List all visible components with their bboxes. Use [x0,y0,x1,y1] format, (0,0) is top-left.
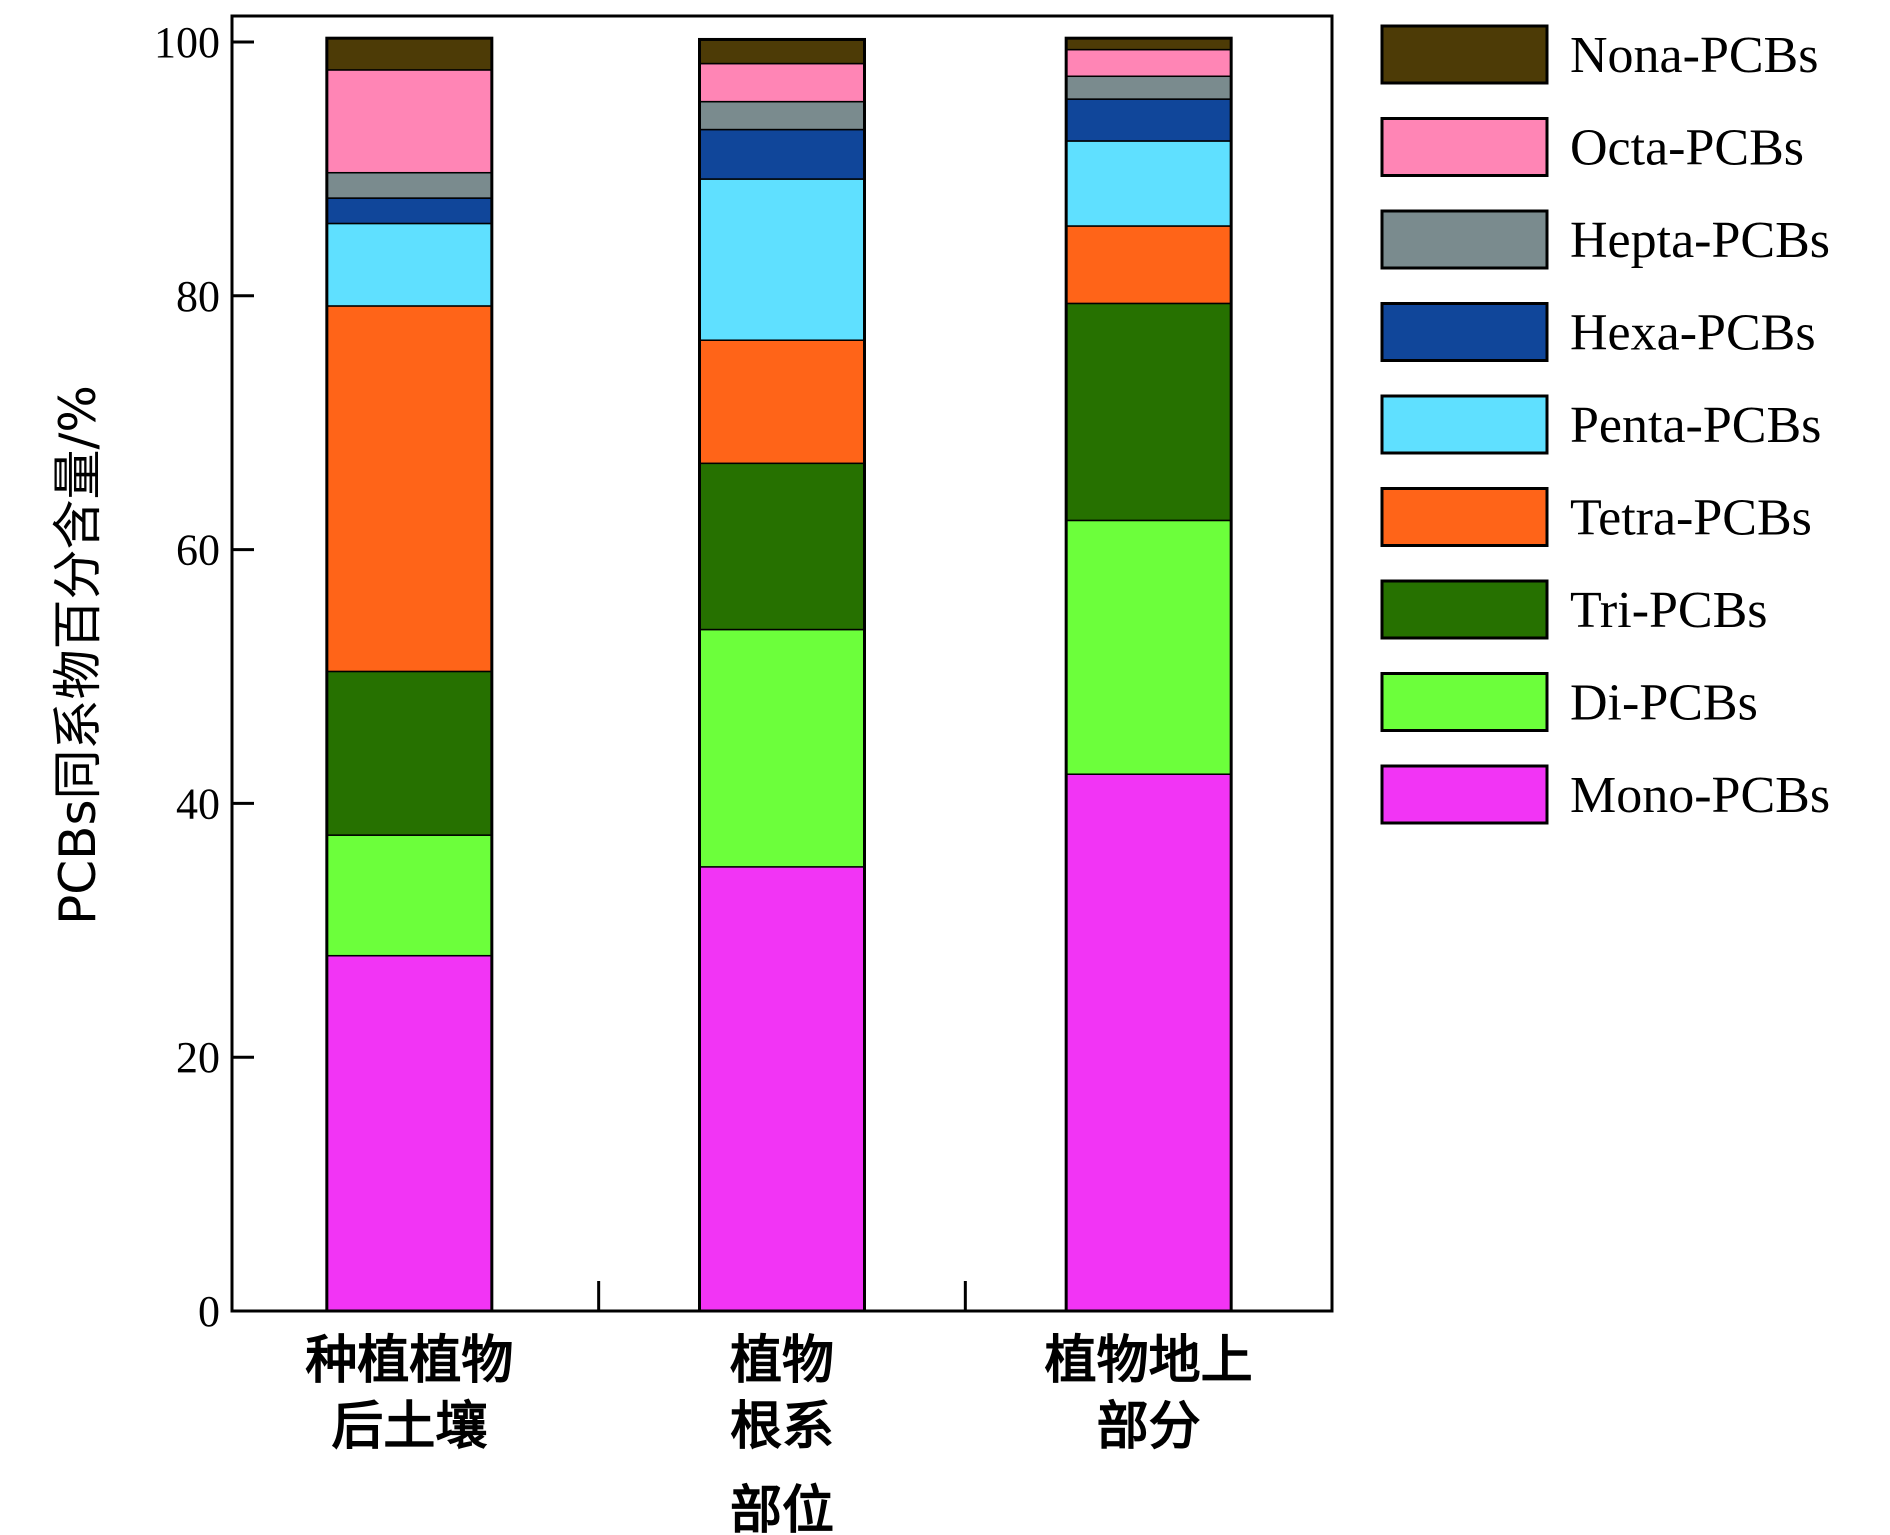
legend-swatch-mono-pcbs [1380,764,1549,825]
y-tick-label: 40 [176,779,220,828]
bar-segment-hexa-pcbs-2 [1065,98,1232,142]
legend-label-di-pcbs: Di-PCBs [1570,675,1758,732]
legend-label-mono-pcbs: Mono-PCBs [1570,767,1830,824]
bar-segment-octa-pcbs-2 [1065,48,1232,78]
legend-swatch-tetra-pcbs [1380,487,1549,547]
bar-segment-tri-pcbs-1 [698,462,866,631]
legend-swatch-octa-pcbs [1380,117,1549,177]
bar-segment-di-pcbs-2 [1065,519,1232,775]
bar-segment-di-pcbs-0 [326,834,493,957]
x-category-label: 后土壤 [331,1397,487,1457]
bar-segment-nona-pcbs-0 [326,37,493,71]
bar-segment-tetra-pcbs-0 [326,305,493,673]
x-category-label: 植物 [730,1331,834,1391]
bar-segment-hexa-pcbs-0 [326,197,493,225]
bar-segment-tri-pcbs-0 [326,670,493,836]
bar-outline [698,37,866,1313]
y-axis-title: PCBs同系物百分含量/% [49,385,107,925]
bar-segment-hepta-pcbs-0 [326,171,493,199]
legend-swatch-di-pcbs [1380,672,1549,732]
bar-segment-mono-pcbs-0 [326,954,493,1312]
bar-segment-mono-pcbs-1 [698,866,866,1312]
bar-segment-penta-pcbs-1 [698,178,866,341]
legend-swatch-nona-pcbs [1380,24,1549,85]
legend-swatch-hexa-pcbs [1380,302,1549,362]
legend-label-octa-pcbs: Octa-PCBs [1570,120,1804,177]
y-tick-label: 20 [176,1033,220,1082]
legend-label-nona-pcbs: Nona-PCBs [1570,27,1818,84]
x-category-label: 部分 [1097,1397,1201,1457]
bars-group [325,36,1233,1313]
y-axis: 0 20 40 60 80 100 [154,18,254,1336]
legend-swatch-penta-pcbs [1380,394,1549,455]
x-axis-title: 部位 [730,1481,834,1535]
x-category-label: 植物地上 [1045,1331,1253,1391]
bar-segment-penta-pcbs-2 [1065,140,1232,227]
legend-swatch-hepta-pcbs [1380,209,1549,270]
x-category-label: 根系 [730,1397,834,1457]
bar-segment-di-pcbs-1 [698,628,866,868]
bar-segment-tetra-pcbs-2 [1065,225,1232,305]
bar-segment-nona-pcbs-1 [698,38,866,65]
legend-swatch-tri-pcbs [1380,579,1549,640]
bar-segment-octa-pcbs-1 [698,62,866,103]
legend: Nona-PCBs Octa-PCBs Hepta-PCBs Hexa-PCBs Pen… [1380,24,1830,825]
legend-label-penta-pcbs: Penta-PCBs [1570,397,1821,454]
bar-segment-hepta-pcbs-2 [1065,75,1232,100]
y-tick-label: 80 [176,272,220,321]
bar-segment-octa-pcbs-0 [326,69,493,174]
bar-segment-nona-pcbs-2 [1065,37,1232,51]
bar-outline [1064,36,1233,1313]
y-tick-label: 60 [176,526,220,575]
y-tick-label: 100 [154,18,220,67]
legend-label-hepta-pcbs: Hepta-PCBs [1570,212,1830,269]
bar-segment-mono-pcbs-2 [1065,773,1232,1312]
y-tick-label: 0 [198,1287,220,1336]
bar-segment-tri-pcbs-2 [1065,302,1232,522]
legend-label-tetra-pcbs: Tetra-PCBs [1570,490,1812,547]
bar-segment-tetra-pcbs-1 [698,339,866,465]
x-category-label: 种植植物 [305,1331,513,1391]
bar-segment-hepta-pcbs-1 [698,100,866,131]
legend-label-hexa-pcbs: Hexa-PCBs [1570,305,1816,362]
bar-outline [325,36,494,1313]
bar-segment-hexa-pcbs-1 [698,128,866,180]
bar-segment-penta-pcbs-0 [326,222,493,307]
legend-label-tri-pcbs: Tri-PCBs [1570,582,1768,639]
